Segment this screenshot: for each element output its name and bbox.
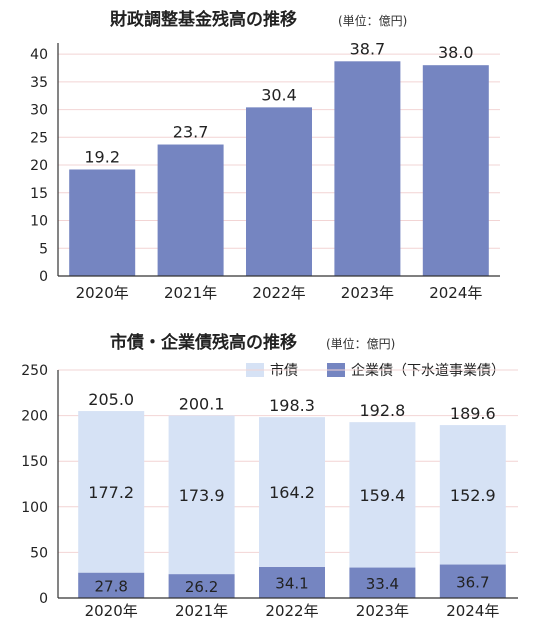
chart2-label-enterprise-bonds: 27.8 [94,577,127,595]
chart2-total-label: 189.6 [450,404,496,423]
chart2-label-city-bonds: 173.9 [179,486,225,505]
chart1-y-tick: 15 [30,186,48,202]
fund-balance-chart: 財政調整基金残高の推移 (単位：億円) 19.2 23.7 30.4 38.7 38.0… [30,9,500,302]
chart1-x-tick: 2024年 [429,284,482,302]
chart1-x-tick: 2020年 [76,284,129,302]
chart1-y-tick: 5 [39,241,48,257]
chart1-y-tick: 40 [30,47,48,63]
chart2-x-tick: 2023年 [356,602,409,620]
chart2-label-enterprise-bonds: 36.7 [456,573,489,591]
chart1-data-label: 30.4 [261,85,297,104]
chart2-label-enterprise-bonds: 33.4 [366,575,399,593]
chart2-label-city-bonds: 159.4 [359,486,405,505]
chart2-x-tick: 2024年 [446,602,499,620]
chart2-y-tick: 50 [30,545,48,561]
chart1-x-tick: 2021年 [164,284,217,302]
chart2-y-tick: 100 [21,500,48,516]
chart2-total-label: 205.0 [88,390,134,409]
chart1-bar [334,61,401,276]
chart2-bar-enterprise-bonds [78,572,145,598]
chart2-unit: (単位：億円) [326,336,395,351]
chart1-y-tick: 35 [30,75,48,91]
chart2-x-tick: 2021年 [175,602,228,620]
chart1-unit: (単位：億円) [338,13,407,28]
chart1-data-label: 19.2 [84,147,120,166]
chart2-label-enterprise-bonds: 26.2 [185,578,218,596]
chart2-y-tick: 200 [21,409,48,425]
chart2-bar-enterprise-bonds [349,567,416,598]
chart2-bar-city-bonds [168,415,235,575]
chart1-y-tick: 20 [30,158,48,174]
chart2-bar-city-bonds [259,417,325,567]
chart2-bar-city-bonds [439,425,506,565]
chart1-y-tick: 25 [30,130,48,146]
chart2-label-city-bonds: 177.2 [88,483,134,502]
chart2-bar-city-bonds [349,422,416,568]
chart2-label-city-bonds: 164.2 [269,483,315,502]
chart2-bar-enterprise-bonds [439,564,506,598]
chart2-x-tick: 2022年 [265,602,318,620]
debt-balance-chart: 市債・企業債残高の推移 (単位：億円) 市債 企業債（下水道事業債） 27.81… [21,332,518,620]
chart1-bar [157,144,224,276]
chart1-data-label: 38.7 [350,39,386,58]
chart1-data-label: 23.7 [173,123,209,142]
chart1-y-tick: 10 [30,214,48,230]
chart1-bar [246,107,312,276]
chart1-y-tick: 0 [39,269,48,285]
chart1-bar [422,65,489,276]
chart2-x-tick: 2020年 [85,602,138,620]
chart1-y-tick: 30 [30,103,48,119]
chart2-y-tick: 250 [21,363,48,379]
chart1-title: 財政調整基金残高の推移 [109,9,297,30]
chart2-total-label: 200.1 [179,395,225,414]
chart1-data-label: 38.0 [438,43,474,62]
chart2-label-enterprise-bonds: 34.1 [275,574,308,592]
chart2-label-city-bonds: 152.9 [450,486,496,505]
chart1-bar [69,169,136,276]
chart2-y-tick: 0 [39,591,48,607]
chart2-total-label: 192.8 [359,401,405,420]
chart1-x-tick: 2023年 [341,284,394,302]
chart1-x-tick: 2022年 [252,284,305,302]
chart2-title: 市債・企業債残高の推移 [110,332,297,353]
chart2-bar-enterprise-bonds [168,574,235,598]
chart2-bar-city-bonds [78,411,145,573]
chart2-bar-enterprise-bonds [259,566,325,598]
chart2-total-label: 198.3 [269,396,315,415]
chart2-y-tick: 150 [21,454,48,470]
